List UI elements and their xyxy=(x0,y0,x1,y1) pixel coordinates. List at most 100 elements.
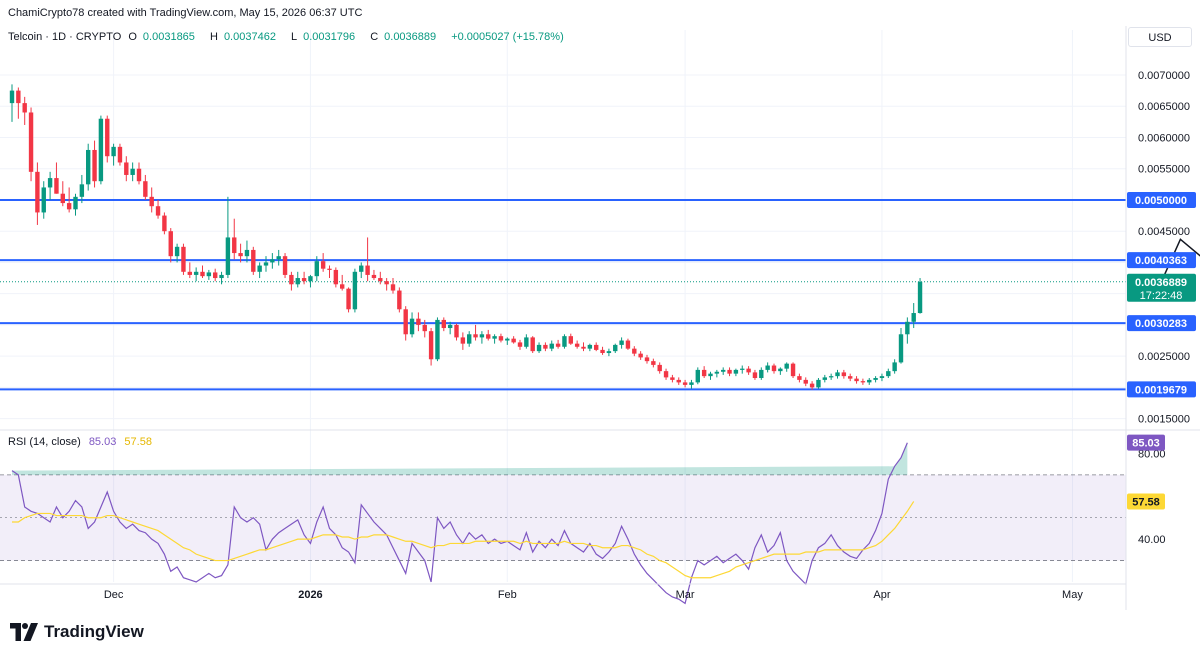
candle-body xyxy=(765,365,770,370)
candle-body xyxy=(828,376,834,378)
currency-button[interactable]: USD xyxy=(1128,27,1192,47)
candle-body xyxy=(308,276,313,282)
candle-body xyxy=(238,253,243,257)
low-value: 0.0031796 xyxy=(303,31,356,43)
candle-body xyxy=(479,334,485,338)
candle-body xyxy=(162,215,167,232)
candle-body xyxy=(206,272,212,277)
candle-body xyxy=(759,369,764,379)
rsi-tick-label: 40.00 xyxy=(1138,534,1166,546)
candle-body xyxy=(549,343,554,349)
rsi-value-badge-label: 85.03 xyxy=(1132,438,1160,450)
candle-body xyxy=(111,146,116,157)
candle-body xyxy=(740,368,745,370)
candle-body xyxy=(562,336,567,347)
projection-path[interactable] xyxy=(1160,200,1200,283)
candle-body xyxy=(225,237,231,275)
candle-body xyxy=(695,369,700,383)
candle-body xyxy=(130,168,135,175)
candle-body xyxy=(403,309,408,335)
level-badge-label: 0.0019679 xyxy=(1135,384,1187,396)
candle-body xyxy=(511,338,516,343)
level-badge-label: 0.0050000 xyxy=(1135,195,1187,207)
tradingview-wordmark: TradingView xyxy=(44,622,144,641)
candle-body xyxy=(28,112,34,172)
candle-body xyxy=(486,334,491,339)
candle-body xyxy=(435,319,440,360)
candle-body xyxy=(854,378,859,382)
candle-body xyxy=(352,271,358,310)
rsi-tick-label: 80.00 xyxy=(1138,448,1166,460)
candle-body xyxy=(708,373,713,377)
candle-body xyxy=(778,368,783,372)
candle-body xyxy=(701,369,707,377)
candle-body xyxy=(784,363,789,369)
candle-body xyxy=(632,348,637,354)
candle-body xyxy=(276,256,281,260)
candle-body xyxy=(9,90,15,104)
rsi-band xyxy=(0,474,1126,561)
candle-body xyxy=(473,334,478,338)
rsi-title[interactable]: RSI (14, close) xyxy=(8,436,81,448)
candle-body xyxy=(460,337,466,344)
tradingview-logo[interactable]: TradingView xyxy=(10,620,144,644)
candle-body xyxy=(638,353,643,358)
candle-body xyxy=(314,261,319,277)
candle-body xyxy=(771,365,777,372)
candle-body xyxy=(365,265,370,275)
candle-body xyxy=(79,184,85,197)
candle-body xyxy=(359,265,364,272)
candle-body xyxy=(873,378,878,380)
horizontal-levels[interactable] xyxy=(0,198,1126,391)
candle-body xyxy=(809,383,815,388)
price-tick-label: 0.0060000 xyxy=(1138,132,1190,144)
candle-body xyxy=(422,324,427,332)
candle-body xyxy=(879,376,885,379)
change-value: +0.0005027 (+15.78%) xyxy=(451,31,564,43)
high-value: 0.0037462 xyxy=(223,31,276,43)
candle-body xyxy=(746,368,751,373)
candle-body xyxy=(384,281,389,285)
close-value: 0.0036889 xyxy=(384,31,437,43)
candle-body xyxy=(797,376,802,380)
price-tick-label: 0.0065000 xyxy=(1138,101,1190,113)
candle-body xyxy=(848,376,853,379)
candle-body xyxy=(822,377,827,380)
candle-body xyxy=(60,193,65,204)
candle-body xyxy=(625,340,631,349)
candle-body xyxy=(663,371,669,378)
time-tick-label: May xyxy=(1062,589,1083,601)
candle-body xyxy=(41,187,46,213)
level-badge-label: 0.0030283 xyxy=(1135,318,1187,330)
candle-body xyxy=(524,337,529,347)
candle-body xyxy=(409,318,415,335)
candle-body xyxy=(86,149,91,185)
candle-body xyxy=(257,265,262,272)
candle-body xyxy=(397,290,402,310)
candle-body xyxy=(193,271,199,275)
candle-body xyxy=(568,336,573,344)
candle-body xyxy=(155,206,161,216)
candle-body xyxy=(892,362,897,372)
close-label: C xyxy=(370,31,379,43)
rsi-overbought-fill xyxy=(12,442,908,475)
candle-body xyxy=(301,278,307,282)
candle-body xyxy=(803,379,808,384)
price-axis-badges: 0.0050000 0.0040363 0.0030283 0.0019679 0.00… xyxy=(1127,191,1196,510)
candle-body xyxy=(651,361,656,365)
candle-body xyxy=(467,334,472,344)
candle-body xyxy=(733,369,739,374)
current-price-badge xyxy=(1127,273,1196,302)
candle-body xyxy=(136,168,142,182)
candle-body xyxy=(898,334,904,363)
candle-body xyxy=(682,382,688,385)
candle-body xyxy=(613,344,618,352)
candle-body xyxy=(174,246,180,257)
candle-body xyxy=(581,346,586,349)
candle-body xyxy=(143,181,148,197)
symbol-label[interactable]: Telcoin · 1D · CRYPTO xyxy=(8,31,122,43)
rsi-ma-badge-label: 57.58 xyxy=(1132,496,1160,508)
candle-body xyxy=(905,321,910,335)
price-tick-label: 0.0045000 xyxy=(1138,226,1190,238)
